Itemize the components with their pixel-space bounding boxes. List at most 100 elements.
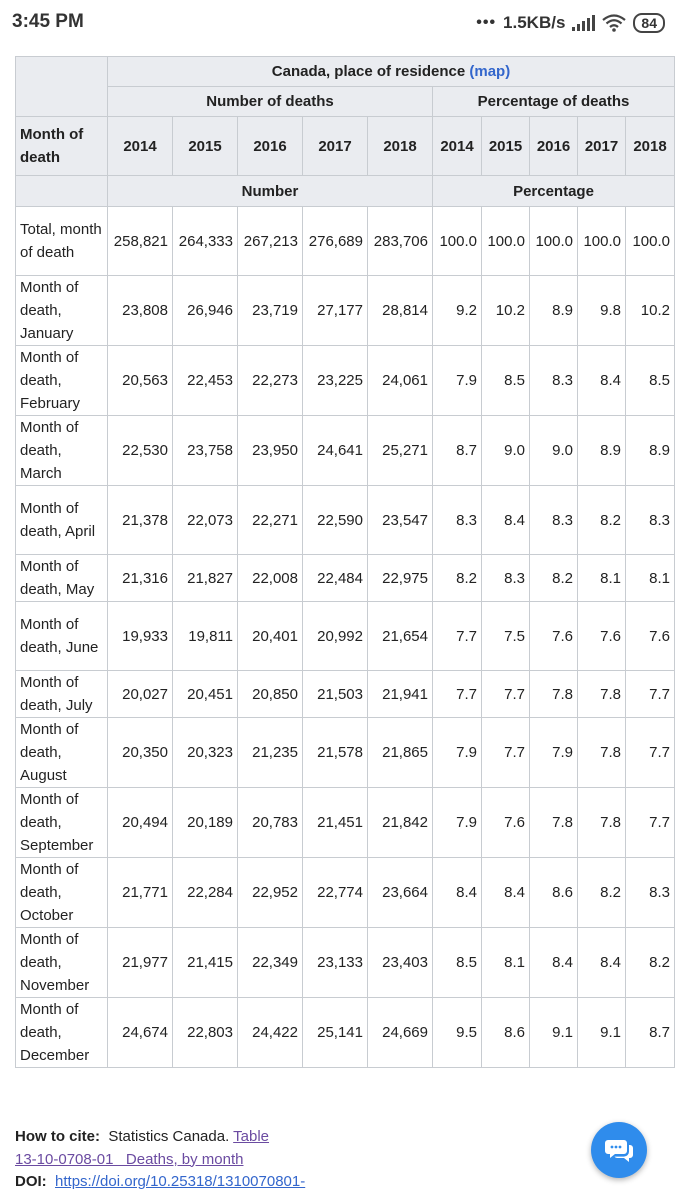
number-of-deaths-header: Number of deaths	[107, 86, 433, 117]
percentage-cell: 9.8	[577, 275, 626, 346]
percentage-cell: 7.7	[481, 670, 530, 718]
row-label: Month of death, July	[15, 670, 108, 718]
percentage-year-header-2018: 2018	[625, 116, 675, 176]
percentage-cell: 8.4	[432, 857, 482, 928]
number-cell: 21,771	[107, 857, 173, 928]
status-time: 3:45 PM	[12, 11, 84, 32]
row-label: Month of death, January	[15, 275, 108, 346]
percentage-cell: 8.4	[481, 485, 530, 555]
status-icons: ••• 1.5KB/s 84	[476, 11, 665, 35]
chat-button[interactable]	[591, 1122, 647, 1178]
table-row: Month of death, April 21,378 22,073 22,271 2…	[15, 485, 675, 555]
number-cell: 22,590	[302, 485, 368, 555]
percentage-cell: 10.2	[481, 275, 530, 346]
status-bar: 3:45 PM ••• 1.5KB/s 84	[0, 0, 675, 46]
number-cell: 21,316	[107, 554, 173, 602]
table-row: Month of death, January 23,808 26,946 23,71…	[15, 275, 675, 346]
unit-number-header: Number	[107, 175, 433, 207]
percentage-cell: 7.6	[529, 601, 578, 671]
percentage-cell: 9.5	[432, 997, 482, 1068]
cite-line: How to cite: Statistics Canada. Table	[15, 1126, 305, 1149]
table-link-part1[interactable]: Table	[233, 1128, 270, 1145]
deaths-by-month-table: Canada, place of residence (map) Number …	[15, 56, 675, 1068]
row-label: Month of death, April	[15, 485, 108, 555]
number-cell: 20,850	[237, 670, 303, 718]
number-cell: 25,271	[367, 415, 433, 486]
number-cell: 23,664	[367, 857, 433, 928]
table-row: Month of death, December 24,674 22,803 24,4…	[15, 997, 675, 1068]
number-cell: 20,494	[107, 787, 173, 858]
number-cell: 21,654	[367, 601, 433, 671]
row-label: Month of death, February	[15, 345, 108, 416]
citation-footer: How to cite: Statistics Canada. Table 13…	[15, 1126, 305, 1194]
number-year-header-2018: 2018	[367, 116, 433, 176]
percentage-cell: 8.3	[481, 554, 530, 602]
dots-icon: •••	[476, 14, 497, 31]
number-cell: 20,783	[237, 787, 303, 858]
percentage-cell: 7.8	[577, 670, 626, 718]
number-cell: 24,674	[107, 997, 173, 1068]
row-label: Month of death, October	[15, 857, 108, 928]
row-label: Month of death, August	[15, 717, 108, 788]
number-cell: 20,451	[172, 670, 238, 718]
percentage-cell: 8.7	[625, 997, 675, 1068]
number-cell: 22,975	[367, 554, 433, 602]
number-cell: 21,451	[302, 787, 368, 858]
table-row: Month of death, August 20,350 20,323 21,235…	[15, 717, 675, 788]
doi-link[interactable]: https://doi.org/10.25318/1310070801-	[55, 1173, 306, 1190]
number-cell: 22,273	[237, 345, 303, 416]
percentage-cell: 8.5	[625, 345, 675, 416]
percentage-cell: 8.4	[577, 345, 626, 416]
month-of-death-header: Month of death	[15, 116, 108, 176]
table-link-part2[interactable]: 13-10-0708-01 Deaths, by month	[15, 1150, 244, 1168]
number-cell: 23,719	[237, 275, 303, 346]
table-row: Month of death, March 22,530 23,758 23,950 2…	[15, 415, 675, 486]
doi-line: DOI: https://doi.org/10.25318/1310070801…	[15, 1171, 305, 1194]
number-cell: 22,271	[237, 485, 303, 555]
number-cell: 264,333	[172, 206, 238, 276]
percentage-cell: 7.9	[432, 787, 482, 858]
percentage-cell: 7.7	[432, 670, 482, 718]
table-row: Month of death, June 19,933 19,811 20,401 20…	[15, 601, 675, 671]
number-cell: 21,865	[367, 717, 433, 788]
number-cell: 22,530	[107, 415, 173, 486]
percentage-cell: 7.7	[481, 717, 530, 788]
cite-link-line: 13-10-0708-01 Deaths, by month	[15, 1149, 305, 1172]
percentage-cell: 8.5	[481, 345, 530, 416]
number-cell: 28,814	[367, 275, 433, 346]
number-cell: 20,563	[107, 345, 173, 416]
geo-header: Canada, place of residence (map)	[107, 56, 675, 87]
unit-row-corner	[15, 175, 108, 207]
number-cell: 25,141	[302, 997, 368, 1068]
row-label: Total, month of death	[15, 206, 108, 276]
number-cell: 19,933	[107, 601, 173, 671]
table-row: Month of death, November 21,977 21,415 22,3…	[15, 927, 675, 998]
percentage-cell: 7.7	[625, 717, 675, 788]
number-cell: 22,284	[172, 857, 238, 928]
table-row: Total, month of death 258,821 264,333 267,2…	[15, 206, 675, 276]
number-cell: 21,842	[367, 787, 433, 858]
percentage-year-header-2015: 2015	[481, 116, 530, 176]
percentage-year-header-2014: 2014	[432, 116, 482, 176]
percentage-cell: 9.0	[481, 415, 530, 486]
number-cell: 283,706	[367, 206, 433, 276]
percentage-cell: 8.4	[577, 927, 626, 998]
number-cell: 22,803	[172, 997, 238, 1068]
percentage-cell: 9.0	[529, 415, 578, 486]
signal-icon	[572, 15, 596, 31]
battery-icon: 84	[633, 13, 665, 33]
table-row: Month of death, July 20,027 20,451 20,850 21…	[15, 670, 675, 718]
percentage-cell: 10.2	[625, 275, 675, 346]
number-cell: 20,350	[107, 717, 173, 788]
number-cell: 20,992	[302, 601, 368, 671]
number-cell: 21,827	[172, 554, 238, 602]
row-label: Month of death, November	[15, 927, 108, 998]
number-cell: 23,547	[367, 485, 433, 555]
chat-bubbles-icon	[605, 1140, 633, 1162]
percentage-cell: 8.3	[529, 345, 578, 416]
table-row: Month of death, September 20,494 20,189 20,…	[15, 787, 675, 858]
percentage-cell: 7.8	[577, 787, 626, 858]
table-row: Month of death, February 20,563 22,453 22,2…	[15, 345, 675, 416]
map-link[interactable]: (map)	[469, 63, 511, 80]
number-cell: 23,758	[172, 415, 238, 486]
